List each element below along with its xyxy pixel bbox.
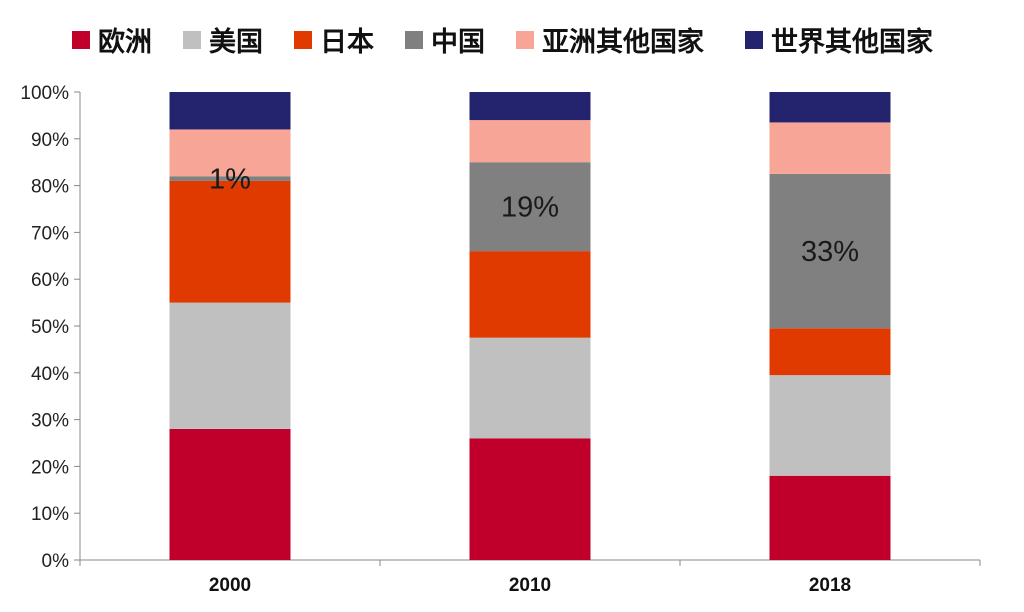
x-tick-label: 2010 — [509, 575, 551, 596]
legend-label-2: 日本 — [320, 27, 374, 58]
legend-label-5: 世界其他国家 — [771, 26, 933, 58]
legend-swatch-5 — [745, 31, 763, 49]
bar-segment-2010-5 — [469, 92, 591, 121]
bar-segment-2010-4 — [469, 120, 591, 163]
y-axis: 0% 10% 20% 30% 40% 50% 60% 70% 80% 90% 100% — [20, 83, 81, 572]
bar-segment-2000-2 — [169, 180, 291, 303]
bar-segment-2000-5 — [169, 92, 291, 130]
legend-swatch-2 — [294, 31, 312, 49]
bar-segment-2018-2 — [769, 328, 891, 376]
y-tick-label: 70% — [31, 223, 69, 244]
data-label-2018: 33% — [801, 236, 859, 268]
y-tick-label: 0% — [42, 551, 70, 572]
y-tick-label: 20% — [31, 457, 69, 478]
legend-swatch-0 — [72, 31, 90, 49]
legend-label-0: 欧洲 — [98, 27, 152, 58]
bar-segment-2000-1 — [169, 302, 291, 429]
x-tick-label: 2000 — [209, 575, 251, 596]
legend-label-4: 亚洲其他国家 — [542, 26, 704, 58]
bar-segment-2018-3 — [769, 173, 891, 329]
bar-segment-2018-5 — [769, 92, 891, 123]
bar-segment-2010-2 — [469, 251, 591, 338]
bar-segment-2018-0 — [769, 475, 891, 560]
bar-segment-2010-0 — [469, 438, 591, 560]
data-labels: 1% 19% 33% — [209, 164, 859, 269]
y-tick-label: 10% — [31, 504, 69, 525]
bar-segment-2000-0 — [169, 428, 291, 560]
y-tick-label: 80% — [31, 177, 69, 198]
bar-segment-2010-1 — [469, 337, 591, 439]
bar-segment-2010-3 — [469, 162, 591, 252]
bar-segment-2000-3 — [169, 176, 291, 181]
x-tick-label: 2018 — [809, 575, 851, 596]
legend-label-3: 中国 — [431, 27, 485, 58]
y-tick-label: 90% — [31, 130, 69, 151]
bars — [169, 92, 891, 560]
y-tick-label: 40% — [31, 364, 69, 385]
data-label-2010: 19% — [501, 192, 559, 224]
legend-swatch-1 — [183, 31, 201, 49]
bar-segment-2018-4 — [769, 122, 891, 174]
legend-label-1: 美国 — [209, 26, 263, 58]
bar-segment-2018-1 — [769, 375, 891, 476]
x-axis: 2000 2010 2018 — [79, 559, 981, 596]
y-tick-label: 60% — [31, 270, 69, 291]
legend: 欧洲 美国 日本 中国 亚洲其他国家 世界其他国家 — [72, 26, 933, 58]
bar-segment-2000-4 — [169, 129, 291, 177]
data-label-2000: 1% — [209, 164, 251, 196]
y-tick-label: 100% — [20, 83, 69, 104]
legend-swatch-4 — [516, 31, 534, 49]
y-tick-label: 50% — [31, 317, 69, 338]
legend-swatch-3 — [405, 31, 423, 49]
y-tick-label: 30% — [31, 411, 69, 432]
